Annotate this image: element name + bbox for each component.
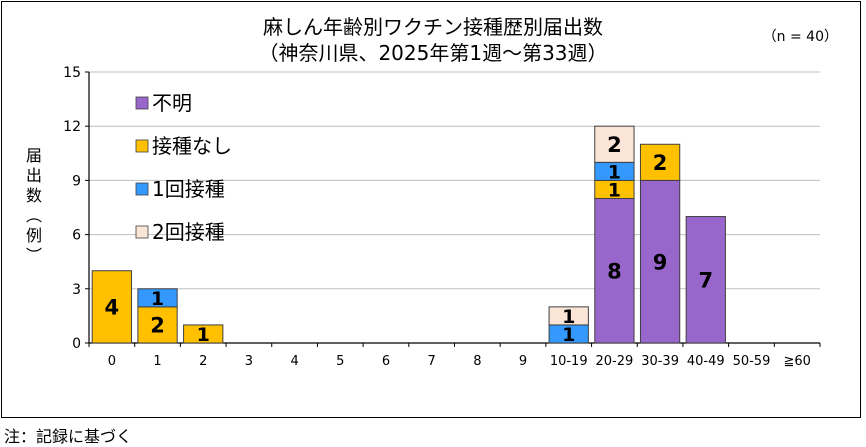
legend-swatch [135, 182, 149, 196]
footnote: 注：記録に基づく [4, 427, 133, 446]
x-tick-label: 5 [336, 354, 344, 369]
x-tick-label: 6 [382, 354, 390, 369]
bar-segment [639, 143, 681, 181]
y-tick-label: 9 [72, 173, 81, 189]
chart-title: 麻しん年齢別ワクチン接種歴別届出数 [263, 15, 603, 39]
y-axis-label-char: 出 [25, 166, 42, 185]
y-axis-label-char: ︶ [25, 246, 42, 265]
legend-label: 2回接種 [152, 220, 225, 244]
x-tick-label: ≧60 [783, 354, 810, 369]
bar-segment [183, 324, 224, 344]
bar-segment [91, 270, 132, 344]
x-tick-label: 9 [519, 354, 527, 369]
data-label: 8 [607, 260, 622, 284]
y-axis-label-char: ︵ [25, 206, 42, 225]
data-label: 2 [653, 151, 668, 175]
y-tick-label: 12 [63, 119, 81, 135]
chart-subtitle: （神奈川県、2025年第1週～第33週） [258, 41, 608, 65]
legend-swatch [135, 96, 149, 110]
y-tick-label: 6 [72, 228, 81, 244]
data-label: 1 [562, 306, 575, 328]
y-axis-label: 届 出 数 ︵ 例 ︶ [22, 146, 46, 266]
y-tick-label: 15 [63, 65, 81, 81]
legend-label: 接種なし [152, 134, 232, 158]
bar-segment [685, 216, 726, 344]
x-tick-label: 20-29 [596, 354, 634, 369]
bar-segment [594, 197, 635, 344]
x-tick-label: 3 [245, 354, 253, 369]
legend-label: 1回接種 [152, 177, 225, 201]
y-axis-label-char: 届 [25, 146, 42, 165]
data-label: 4 [105, 296, 120, 320]
bar-segment [137, 288, 178, 308]
data-label: 2 [607, 133, 622, 157]
y-axis-label-char: 例 [25, 226, 42, 245]
bar-segment [639, 179, 681, 344]
bar-segment [594, 125, 635, 163]
data-label: 1 [608, 179, 621, 201]
x-tick-label: 0 [108, 354, 116, 369]
x-tick-label: 1 [153, 354, 161, 369]
x-tick-label: 7 [428, 354, 436, 369]
x-tick-label: 2 [199, 354, 207, 369]
data-label: 7 [698, 269, 713, 293]
chart-frame [1, 1, 861, 418]
data-label: 9 [653, 250, 668, 274]
data-label: 1 [562, 324, 575, 346]
x-tick-label: 10-19 [550, 354, 588, 369]
y-tick-label: 3 [72, 282, 81, 298]
data-label: 1 [608, 161, 621, 183]
x-tick-label: 30-39 [641, 354, 679, 369]
data-label: 1 [151, 288, 164, 310]
sample-size-label: （n = 40） [762, 29, 838, 45]
x-tick-label: 8 [473, 354, 481, 369]
y-tick-label: 0 [72, 336, 81, 352]
data-label: 2 [150, 314, 165, 338]
bar-segment [548, 306, 589, 326]
legend-label: 不明 [152, 91, 192, 115]
x-tick-label: 50-59 [733, 354, 771, 369]
x-tick-label: 4 [290, 354, 298, 369]
data-label: 1 [197, 324, 210, 346]
bar-segment [137, 306, 178, 344]
legend-swatch [135, 225, 149, 239]
y-axis-label-char: 数 [25, 186, 42, 205]
x-tick-label: 40-49 [687, 354, 725, 369]
legend-swatch [135, 139, 149, 153]
